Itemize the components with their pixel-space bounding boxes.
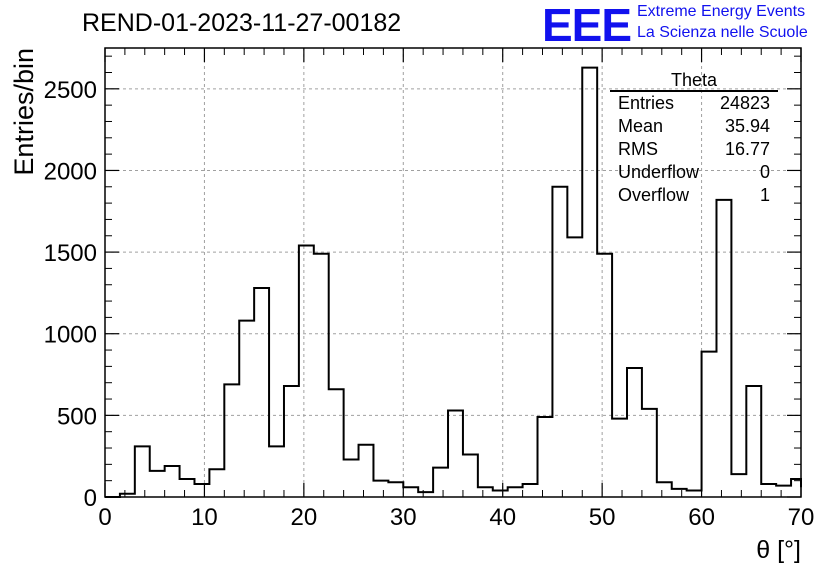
stats-value: 0 (759, 162, 770, 182)
plot-frame (104, 47, 802, 498)
histogram-step-line (105, 66, 802, 498)
run-title: REND-01-2023-11-27-00182 (82, 9, 402, 37)
stats-row-underflow: Underflow 0 (610, 161, 778, 184)
eee-logo: EEE (542, 0, 632, 51)
y-tick-label: 500 (57, 403, 97, 430)
x-tick-label: 70 (788, 504, 815, 531)
y-tick-label: 2000 (44, 158, 97, 185)
stats-value: 24823 (719, 93, 770, 113)
stats-row-mean: Mean 35.94 (610, 115, 778, 138)
stats-value: 1 (759, 185, 770, 205)
stats-label: Mean (618, 116, 664, 136)
x-tick-label: 40 (489, 504, 516, 531)
y-tick-label: 1500 (44, 240, 97, 267)
stats-label: Overflow (618, 185, 690, 205)
stats-value: 35.94 (724, 116, 770, 136)
stats-label: Entries (618, 93, 675, 113)
tick-layer (104, 48, 802, 498)
stats-label: RMS (618, 139, 658, 159)
x-axis-label: θ [°] (756, 536, 801, 564)
stats-label: Underflow (618, 162, 700, 182)
x-tick-label: 50 (589, 504, 616, 531)
x-tick-label: 30 (390, 504, 417, 531)
x-tick-label: 0 (98, 504, 111, 531)
stats-row-rms: RMS 16.77 (610, 138, 778, 161)
x-tick-label: 10 (191, 504, 218, 531)
stats-box: Theta Entries 24823 Mean 35.94 RMS 16.77… (610, 70, 778, 207)
stats-title: Theta (610, 70, 778, 92)
y-tick-label: 1000 (44, 322, 97, 349)
stats-value: 16.77 (724, 139, 770, 159)
y-tick-label: 0 (84, 485, 97, 512)
stats-row-entries: Entries 24823 (610, 92, 778, 115)
logo-line-1: Extreme Energy Events (637, 3, 806, 20)
logo-line-2: La Scienza nelle Scuole (637, 24, 808, 41)
x-tick-label: 20 (291, 504, 318, 531)
grid-layer (105, 48, 801, 497)
y-axis-label: Entries/bin (9, 48, 39, 176)
y-tick-label: 2500 (44, 77, 97, 104)
x-tick-label: 60 (688, 504, 715, 531)
stats-row-overflow: Overflow 1 (610, 184, 778, 207)
